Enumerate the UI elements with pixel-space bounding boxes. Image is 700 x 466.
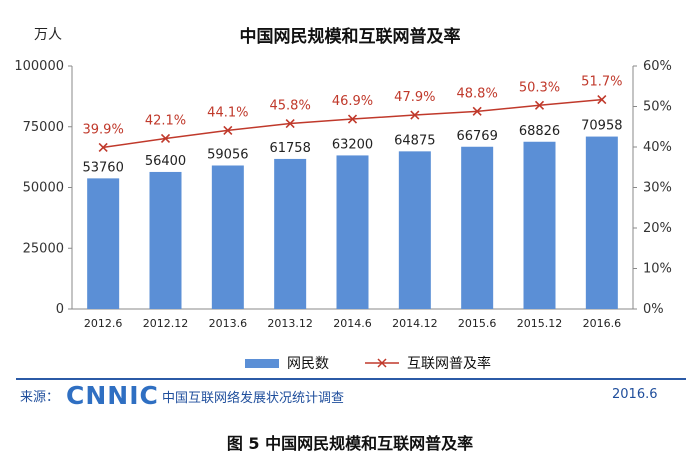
x-tick-label: 2014.6: [333, 317, 372, 330]
y-right-tick-label: 50%: [643, 100, 672, 115]
y-left-tick-label: 75000: [23, 120, 64, 135]
source-text: 中国互联网络发展状况统计调查: [162, 391, 345, 406]
bar-value-label: 70958: [581, 119, 622, 134]
bar-value-label: 64875: [394, 133, 435, 148]
line-point-marker: [534, 100, 545, 110]
y-left-tick-label: 0: [56, 302, 64, 317]
y-right-tick-label: 40%: [643, 140, 672, 155]
line-value-label: 45.8%: [270, 99, 311, 114]
line-point-marker: [223, 125, 233, 135]
footer-divider: [16, 378, 686, 380]
chart-title: 中国网民规模和互联网普及率: [239, 27, 461, 47]
y-left-tick-label: 50000: [23, 181, 64, 196]
line-point-marker: [285, 118, 295, 129]
combo-chart: 0 25000 50000 75000 100000 0% 10% 20% 30% 40% 50% 6…: [14, 59, 672, 330]
bar-value-label: 59056: [207, 147, 248, 162]
bar-netizens: [461, 146, 494, 309]
bar-value-label: 53760: [82, 160, 123, 175]
line-value-label: 44.1%: [207, 105, 248, 120]
y-right-tick-label: 10%: [643, 262, 672, 277]
x-tick-label: 2015.12: [517, 317, 563, 330]
y-right-tick-label: 20%: [643, 221, 672, 236]
bar-netizens: [87, 178, 120, 309]
line-value-label: 51.7%: [581, 75, 622, 90]
x-tick-label: 2013.12: [267, 317, 313, 330]
bar-value-label: 63200: [332, 137, 373, 152]
x-tick-label: 2012.12: [143, 317, 189, 330]
line-point-marker: [160, 133, 171, 144]
y-left-tick-label: 100000: [14, 59, 64, 74]
legend-item-penetration: 互联网普及率: [365, 353, 491, 373]
legend-bar-swatch: [245, 358, 279, 368]
x-tick-label: 2012.6: [84, 317, 123, 330]
source-date: 2016.6: [612, 387, 658, 402]
line-value-label: 47.9%: [394, 90, 435, 105]
chart-legend: 网民数 互联网普及率: [0, 353, 700, 373]
bar-value-label: 68826: [519, 124, 560, 139]
bar-netizens: [149, 171, 182, 309]
bar-netizens: [585, 136, 618, 309]
y-right-tick-label: 60%: [643, 59, 672, 74]
y-right-tick-label: 0%: [643, 302, 664, 317]
y-axis-unit-label: 万人: [34, 27, 62, 43]
x-tick-label: 2013.6: [209, 317, 248, 330]
x-tick-label: 2014.12: [392, 317, 438, 330]
legend-line-swatch: [365, 356, 399, 370]
legend-label-netizens: 网民数: [287, 356, 329, 372]
bar-value-label: 66769: [456, 129, 497, 144]
y-left-tick-label: 25000: [23, 241, 64, 256]
bar-netizens: [398, 151, 431, 309]
line-value-label: 39.9%: [83, 122, 124, 137]
line-value-label: 42.1%: [145, 113, 186, 128]
figure-caption: 图 5 中国网民规模和互联网普及率: [226, 434, 474, 453]
y-right-tick-label: 30%: [643, 181, 672, 196]
bar-netizens: [274, 158, 307, 309]
bar-netizens: [336, 155, 369, 309]
legend-item-netizens: 网民数: [245, 353, 329, 373]
cnnic-logo: CNNIC: [66, 381, 159, 410]
line-point-marker: [472, 106, 482, 116]
bar-netizens: [523, 141, 556, 309]
bar-netizens: [211, 165, 244, 309]
line-value-label: 46.9%: [332, 94, 373, 109]
line-point-marker: [597, 95, 607, 105]
source-label: 来源：: [20, 390, 60, 405]
x-tick-label: 2015.6: [458, 317, 497, 330]
line-value-label: 48.8%: [457, 86, 498, 101]
line-point-marker: [98, 142, 108, 152]
line-point-marker: [347, 114, 358, 124]
legend-label-penetration: 互联网普及率: [407, 356, 491, 372]
x-tick-label: 2016.6: [583, 317, 622, 330]
line-value-label: 50.3%: [519, 80, 560, 95]
line-point-marker: [410, 110, 420, 120]
bar-value-label: 61758: [269, 141, 310, 156]
bar-value-label: 56400: [145, 154, 186, 169]
